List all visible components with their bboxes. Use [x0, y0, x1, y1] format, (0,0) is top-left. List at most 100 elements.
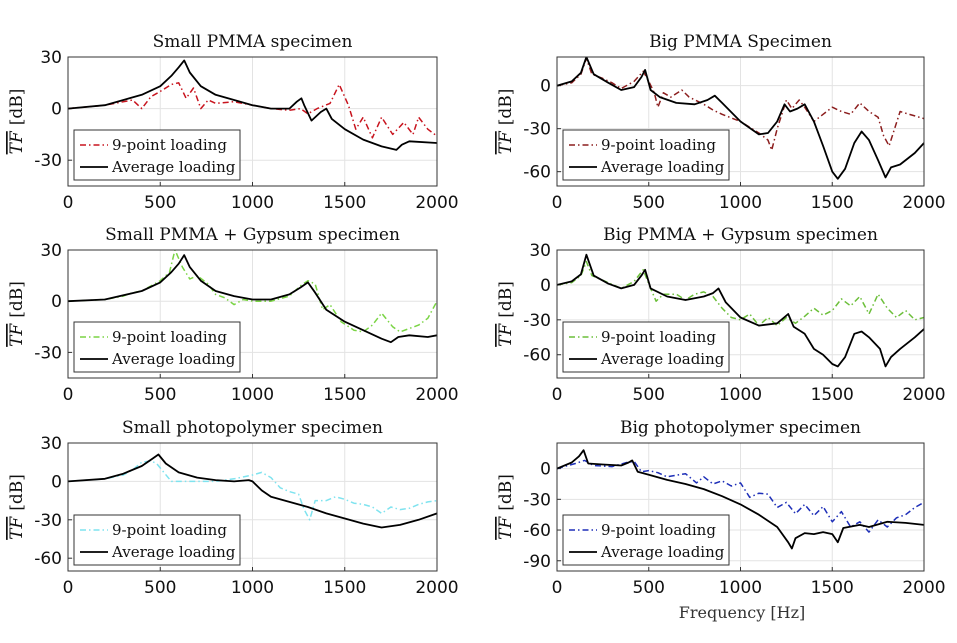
panel-1: Small PMMA specimen 0 500 1000 1500 2000 30 0 -3… [7, 32, 459, 213]
panel-title: Big PMMA Specimen [649, 32, 832, 52]
series-line-average [557, 57, 924, 180]
legend-box [73, 514, 241, 566]
x-tick-label: 500 [144, 385, 176, 405]
x-tick-label: 500 [144, 578, 176, 598]
x-tick-label: 1000 [231, 385, 274, 405]
y-tick-label: 30 [40, 48, 62, 68]
y-tick-label: 30 [40, 241, 62, 261]
axes-frame [556, 56, 925, 187]
legend: 9-point loading Average loading [73, 514, 241, 566]
y-tick-label: 0 [540, 77, 551, 97]
legend-label: Average loading [600, 350, 725, 368]
series-line-average [557, 253, 924, 368]
y-tick-label: -30 [34, 511, 62, 531]
x-tick-label: 2000 [415, 385, 458, 405]
series-line-average [68, 59, 437, 151]
legend-label: 9-point loading [112, 521, 227, 539]
y-axis-symbol: TF [496, 130, 516, 154]
legend-label: 9-point loading [112, 328, 227, 346]
x-tick-label: 1500 [811, 385, 854, 405]
y-axis-label: TF [dB] [496, 89, 516, 155]
legend-box [562, 129, 730, 181]
x-tick-label: 2000 [902, 193, 945, 213]
series-line-9-point [68, 250, 437, 333]
x-tick-label: 1000 [719, 578, 762, 598]
legend-label: 9-point loading [601, 521, 716, 539]
x-tick-label: 0 [552, 193, 563, 213]
series-line-9-point [68, 460, 437, 521]
legend: 9-point loading Average loading [73, 129, 241, 181]
x-tick-label: 0 [552, 578, 563, 598]
y-axis-symbol: TF [7, 323, 27, 347]
y-tick-label: -30 [523, 490, 551, 510]
x-tick-label: 500 [633, 385, 665, 405]
y-axis-label: TF [dB] [7, 474, 27, 540]
legend-label: 9-point loading [601, 328, 716, 346]
panel-title: Big PMMA + Gypsum specimen [603, 225, 878, 245]
x-tick-label: 1500 [811, 193, 854, 213]
legend-label: Average loading [600, 158, 725, 176]
x-tick-label: 2000 [902, 385, 945, 405]
panel-title: Small PMMA + Gypsum specimen [105, 225, 400, 245]
series-line-average [557, 449, 924, 550]
x-axis-label: Frequency [Hz] [679, 603, 806, 622]
x-tick-label: 0 [552, 385, 563, 405]
y-axis-label: TF [dB] [496, 281, 516, 347]
x-tick-label: 500 [633, 578, 665, 598]
y-tick-label: 30 [40, 434, 62, 454]
legend: 9-point loading Average loading [73, 321, 241, 373]
y-axis-label: TF [dB] [7, 89, 27, 155]
legend-box [73, 321, 241, 373]
series-line-9-point [557, 57, 924, 151]
panel-title: Big photopolymer specimen [620, 418, 861, 438]
legend-box [73, 129, 241, 181]
y-tick-label: 0 [51, 100, 62, 120]
panel-3: Small PMMA + Gypsum specimen 0 500 1000 1500… [7, 225, 459, 405]
y-axis-unit: [dB] [7, 281, 27, 318]
x-tick-label: 500 [633, 193, 665, 213]
series-line-average [68, 453, 437, 529]
y-tick-label: 0 [540, 460, 551, 480]
y-axis-unit: [dB] [7, 89, 27, 126]
series-line-9-point [557, 260, 924, 327]
axes-frame [67, 56, 438, 187]
x-tick-label: 1000 [719, 385, 762, 405]
axes-frame [556, 442, 925, 572]
x-tick-label: 0 [63, 385, 74, 405]
panel-5: Small photopolymer specimen 0 500 1000 1500 2… [7, 418, 459, 598]
legend-label: Average loading [600, 543, 725, 561]
x-tick-label: 1000 [231, 578, 274, 598]
legend-box [562, 321, 730, 373]
legend-label: 9-point loading [601, 136, 716, 154]
panel-title: Small PMMA specimen [153, 32, 353, 52]
panel-6: Big photopolymer specimen 0 500 1000 1500 200… [496, 418, 946, 598]
y-tick-label: -60 [523, 346, 551, 366]
y-axis-unit: [dB] [496, 281, 516, 318]
legend: 9-point loading Average loading [562, 321, 730, 373]
y-axis-unit: [dB] [496, 89, 516, 126]
y-axis-symbol: TF [7, 130, 27, 154]
x-tick-label: 1500 [323, 385, 366, 405]
legend-label: 9-point loading [112, 136, 227, 154]
y-axis-symbol: TF [496, 323, 516, 347]
y-tick-label: -30 [34, 343, 62, 363]
panel-4: Big PMMA + Gypsum specimen 0 500 1000 1500 20… [496, 225, 946, 405]
x-tick-label: 0 [63, 578, 74, 598]
y-tick-label: 30 [529, 241, 551, 261]
y-axis-unit: [dB] [496, 474, 516, 511]
legend-box [562, 514, 730, 566]
axes-frame [556, 249, 925, 379]
axes-frame [67, 249, 438, 379]
panel-2: Big PMMA Specimen 0 500 1000 1500 2000 0 -30 -60… [496, 32, 946, 213]
y-tick-label: -30 [34, 151, 62, 171]
axes-frame [67, 442, 438, 572]
x-tick-label: 1500 [323, 578, 366, 598]
x-tick-label: 500 [144, 193, 176, 213]
y-axis-label: TF [dB] [7, 281, 27, 347]
y-axis-unit: [dB] [7, 474, 27, 511]
panel-title: Small photopolymer specimen [122, 418, 383, 438]
y-axis-symbol: TF [496, 516, 516, 540]
x-tick-label: 2000 [902, 578, 945, 598]
y-tick-label: -60 [34, 549, 62, 569]
